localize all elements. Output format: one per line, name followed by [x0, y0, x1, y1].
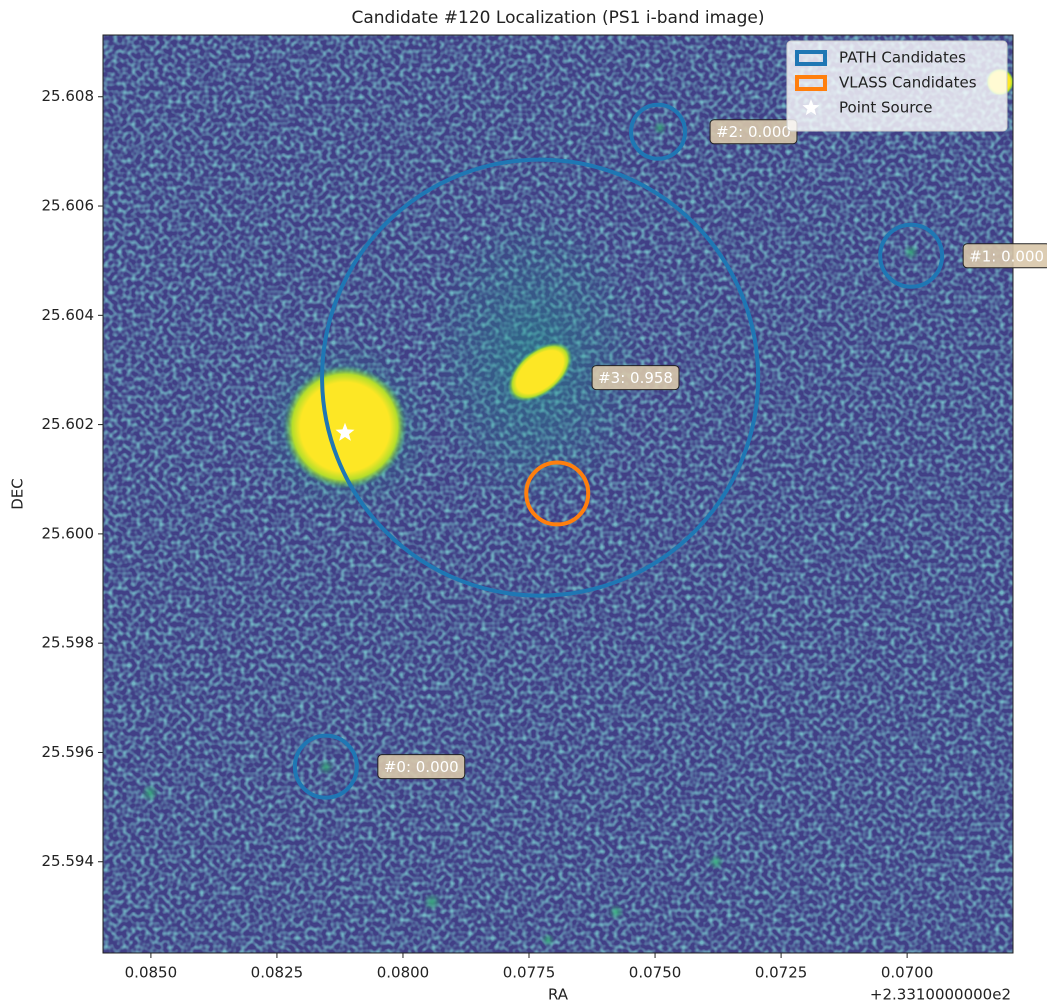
legend-label: Point Source: [839, 99, 933, 117]
label-text: #1: 0.000: [969, 247, 1044, 265]
x-tick-label: 0.0700: [881, 964, 934, 982]
legend: PATH Candidates VLASS Candidates Point Sou…: [787, 41, 1007, 131]
x-axis-label: RA: [548, 986, 569, 1004]
chart-title: Candidate #120 Localization (PS1 i-band …: [351, 8, 764, 28]
label-text: #0: 0.000: [384, 758, 459, 776]
x-tick-label: 0.0725: [755, 964, 808, 982]
label-text: #2: 0.000: [716, 123, 791, 141]
y-tick-label: 25.604: [42, 306, 95, 324]
y-tick-label: 25.606: [42, 197, 95, 215]
y-tick-label: 25.600: [42, 524, 95, 542]
candidate-label: #0: 0.000: [378, 755, 465, 779]
x-tick-label: 0.0750: [629, 964, 682, 982]
y-tick-label: 25.602: [42, 415, 95, 433]
x-offset-label: +2.3310000000e2: [870, 986, 1011, 1004]
x-tick-label: 0.0850: [125, 964, 178, 982]
y-tick-label: 25.594: [42, 852, 95, 870]
candidate-label: #1: 0.000: [963, 244, 1047, 268]
candidate-label: #2: 0.000: [710, 120, 797, 144]
label-text: #3: 0.958: [598, 369, 673, 387]
y-axis-label: DEC: [9, 478, 27, 510]
chart: Candidate #120 Localization (PS1 i-band …: [0, 0, 1047, 1003]
legend-label: VLASS Candidates: [839, 74, 977, 92]
x-tick-label: 0.0800: [377, 964, 430, 982]
x-tick-label: 0.0825: [251, 964, 304, 982]
legend-label: PATH Candidates: [839, 49, 966, 67]
y-tick-label: 25.596: [42, 743, 95, 761]
x-tick-label: 0.0775: [503, 964, 556, 982]
y-tick-label: 25.608: [42, 87, 95, 105]
y-tick-label: 25.598: [42, 634, 95, 652]
candidate-label: #3: 0.958: [592, 366, 679, 390]
sky-image: [103, 35, 1014, 953]
